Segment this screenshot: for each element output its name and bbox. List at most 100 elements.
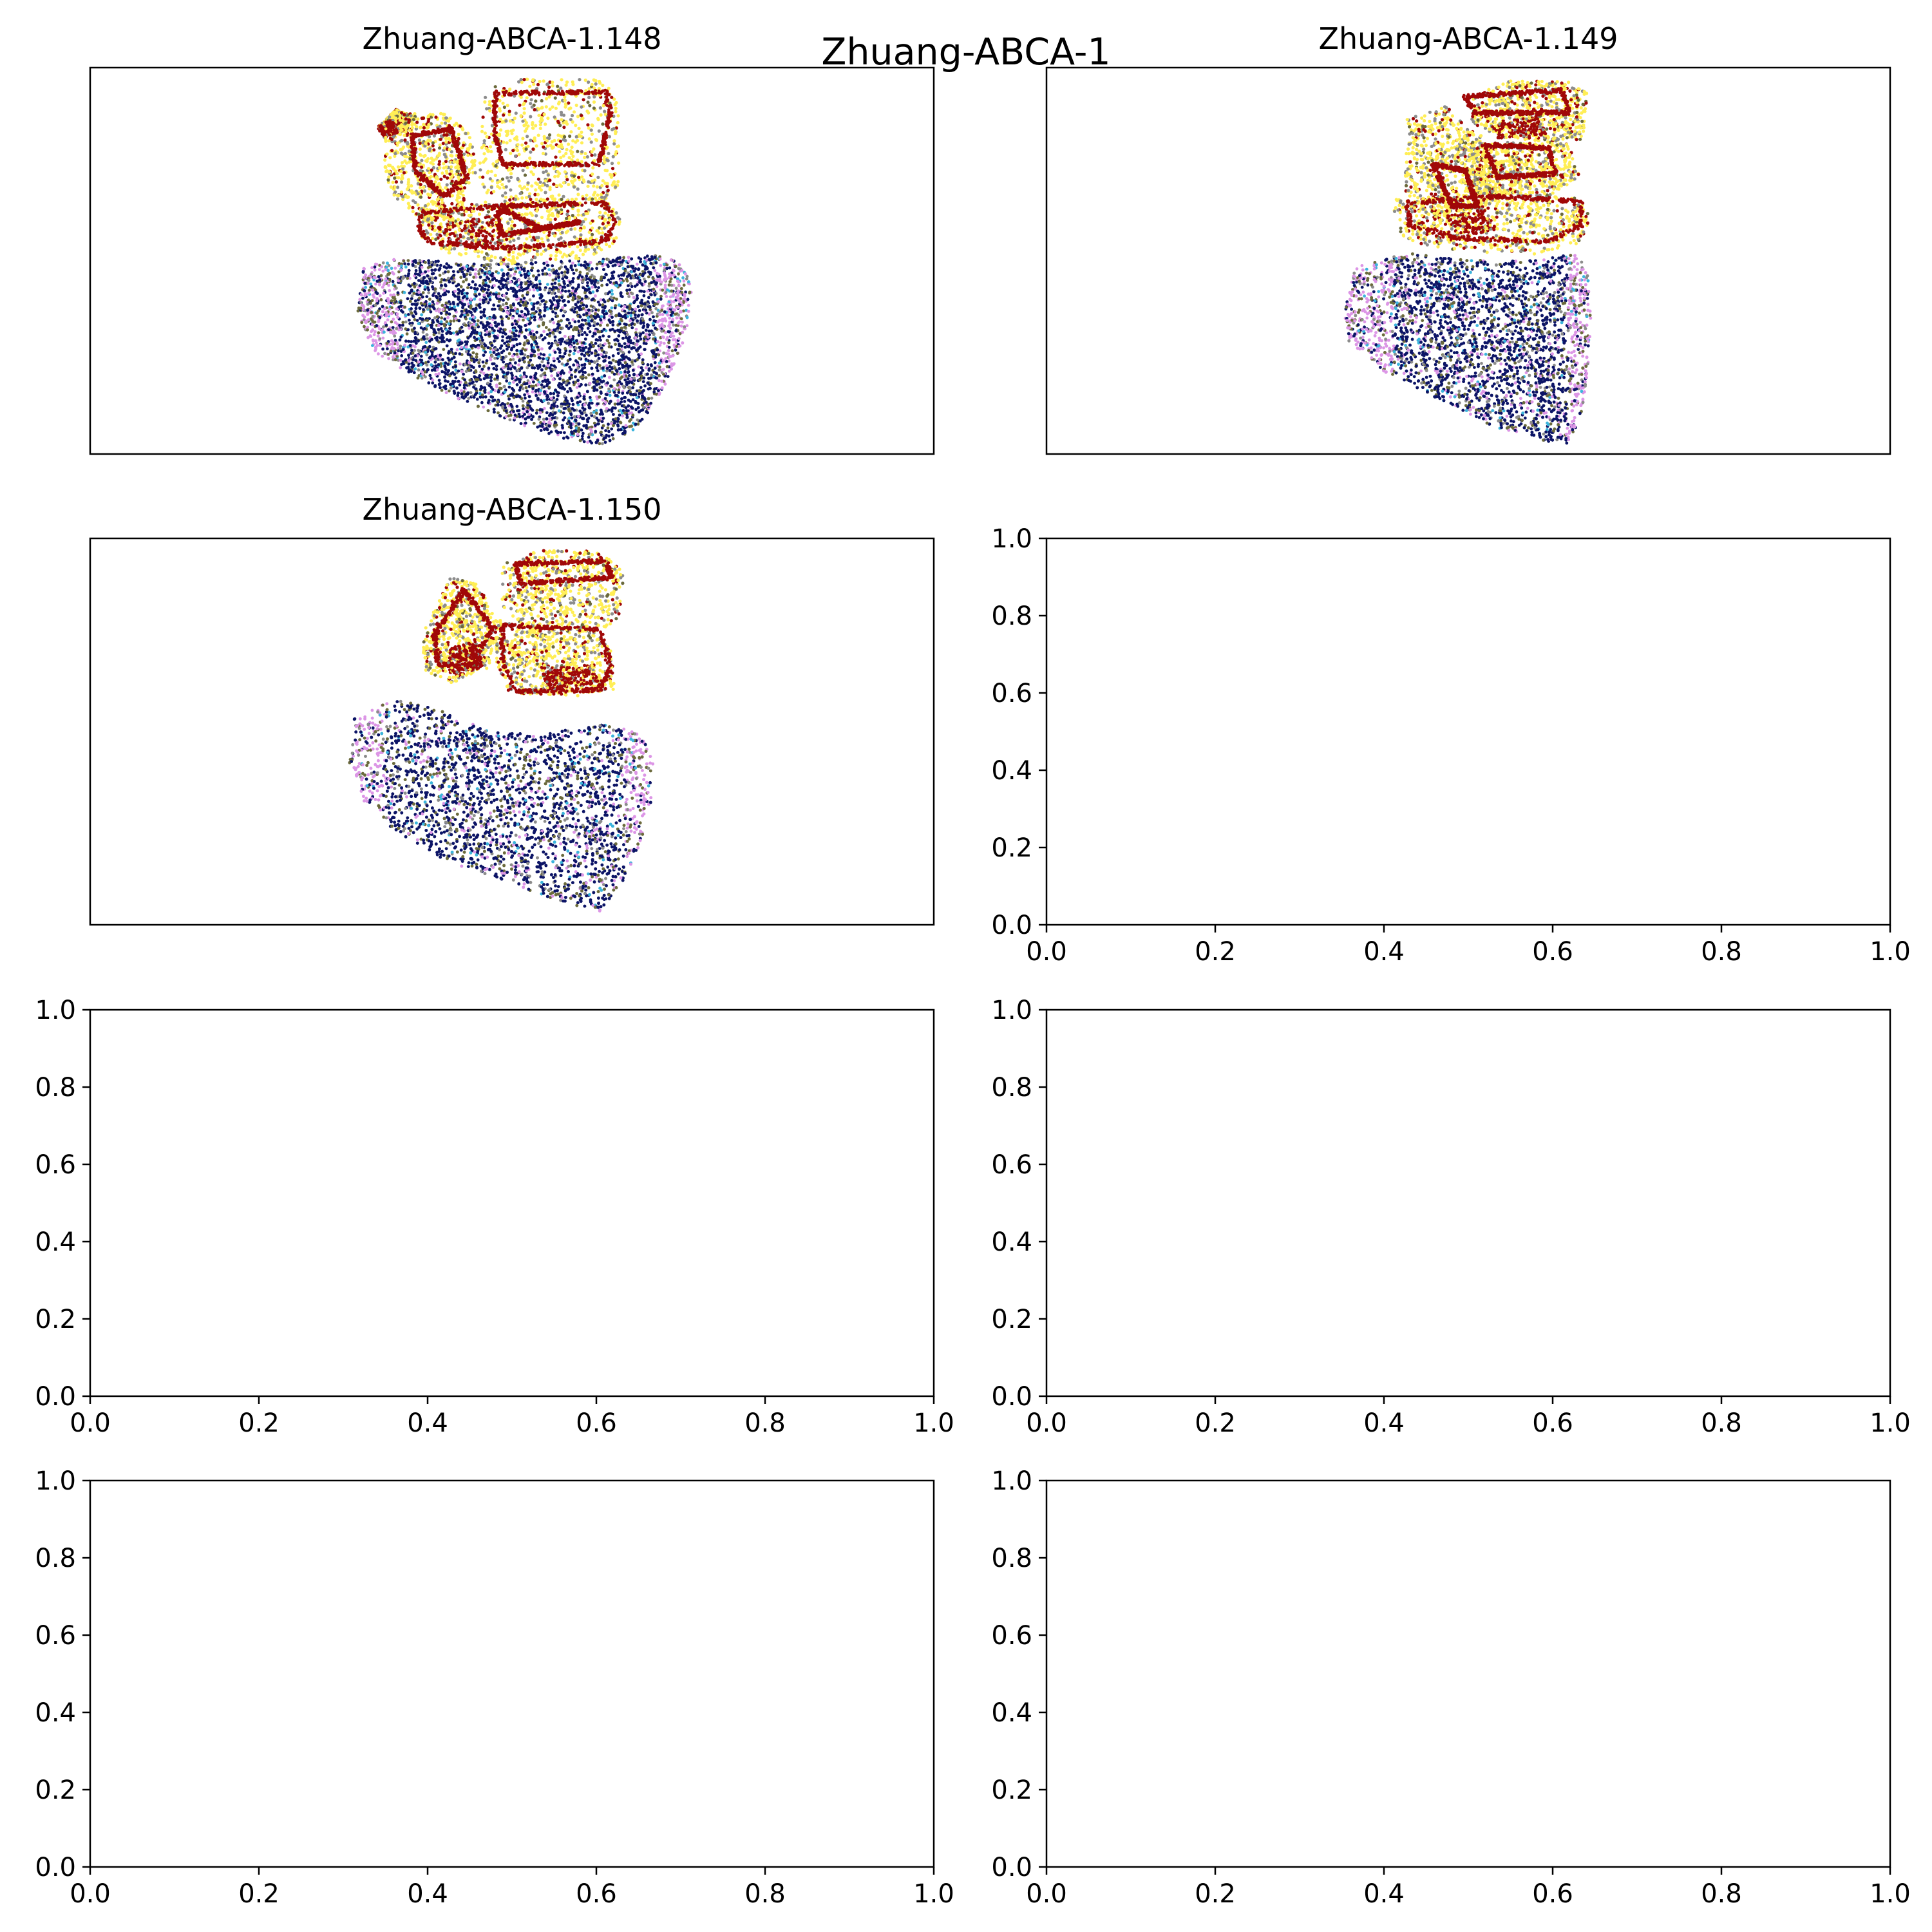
scatter-point bbox=[457, 391, 460, 395]
scatter-point bbox=[387, 357, 390, 361]
scatter-point bbox=[620, 382, 623, 386]
scatter-point bbox=[474, 268, 478, 271]
scatter-point bbox=[660, 308, 664, 312]
scatter-point bbox=[481, 360, 485, 364]
scatter-point bbox=[504, 409, 508, 413]
scatter-point bbox=[598, 261, 602, 265]
scatter-point bbox=[543, 336, 547, 340]
scatter-point bbox=[670, 289, 674, 293]
scatter-point bbox=[663, 310, 667, 314]
scatter-point bbox=[562, 437, 565, 440]
scatter-point bbox=[572, 272, 576, 275]
scatter-point bbox=[386, 269, 390, 272]
scatter-point bbox=[630, 292, 634, 296]
scatter-point bbox=[634, 267, 638, 270]
scatter-point bbox=[469, 345, 473, 348]
scatter-point bbox=[629, 377, 633, 381]
scatter-point bbox=[631, 413, 635, 417]
scatter-point bbox=[504, 415, 508, 419]
scatter-point bbox=[668, 266, 672, 270]
scatter-point bbox=[669, 274, 673, 277]
scatter-point bbox=[464, 345, 468, 349]
scatter-point bbox=[606, 381, 609, 385]
scatter-point bbox=[538, 288, 542, 291]
scatter-point bbox=[574, 408, 578, 412]
scatter-point bbox=[465, 265, 469, 269]
scatter-point bbox=[538, 303, 542, 306]
scatter-point bbox=[639, 289, 643, 293]
scatter-point bbox=[554, 275, 558, 278]
scatter-point bbox=[401, 310, 404, 314]
scatter-point bbox=[471, 351, 475, 355]
scatter-point bbox=[422, 302, 426, 306]
scatter-point bbox=[478, 298, 482, 301]
scatter-point bbox=[558, 330, 562, 334]
scatter-point bbox=[664, 290, 668, 294]
scatter-point bbox=[527, 399, 531, 403]
scatter-point bbox=[590, 279, 593, 283]
scatter-point bbox=[560, 369, 564, 373]
scatter-point bbox=[533, 366, 536, 370]
scatter-point bbox=[620, 404, 624, 408]
scatter-point bbox=[419, 326, 423, 330]
scatter-point bbox=[639, 304, 643, 308]
scatter-point bbox=[460, 290, 464, 293]
scatter-point bbox=[419, 270, 422, 274]
scatter-point bbox=[524, 307, 527, 310]
scatter-point bbox=[575, 363, 579, 367]
scatter-point bbox=[371, 338, 375, 342]
scatter-point bbox=[524, 281, 528, 285]
scatter-point bbox=[547, 268, 551, 272]
scatter-point bbox=[379, 298, 383, 301]
scatter-point bbox=[413, 367, 417, 371]
scatter-point bbox=[598, 442, 601, 446]
scatter-point bbox=[589, 261, 592, 264]
scatter-point bbox=[439, 286, 442, 290]
scatter-point bbox=[446, 270, 450, 274]
scatter-point bbox=[629, 418, 633, 421]
scatter-point bbox=[413, 345, 417, 348]
scatter-point bbox=[480, 341, 484, 345]
scatter-point bbox=[445, 262, 449, 266]
scatter-point bbox=[496, 374, 499, 378]
scatter-point bbox=[439, 263, 442, 267]
scatter-point bbox=[623, 395, 627, 399]
scatter-point bbox=[651, 321, 655, 325]
scatter-point bbox=[577, 263, 581, 267]
scatter-point bbox=[658, 257, 662, 261]
scatter-point bbox=[391, 326, 395, 329]
scatter-point bbox=[439, 280, 442, 284]
scatter-point bbox=[663, 283, 667, 287]
scatter-point bbox=[531, 390, 535, 393]
scatter-point bbox=[506, 272, 510, 275]
scatter-point bbox=[642, 406, 645, 409]
scatter-point bbox=[493, 410, 496, 414]
scatter-point bbox=[363, 289, 366, 292]
scatter-point bbox=[406, 297, 410, 301]
scatter-point bbox=[636, 283, 639, 287]
scatter-point bbox=[497, 411, 500, 415]
scatter-point bbox=[583, 260, 587, 264]
scatter-point bbox=[544, 380, 547, 383]
scatter-point bbox=[526, 290, 529, 294]
scatter-point bbox=[564, 399, 568, 402]
scatter-point bbox=[571, 399, 574, 402]
scatter-point bbox=[627, 311, 630, 315]
scatter-point bbox=[666, 313, 670, 317]
scatter-point bbox=[611, 358, 615, 362]
scatter-point bbox=[492, 292, 495, 296]
scatter-point bbox=[583, 408, 587, 411]
scatter-point bbox=[629, 282, 632, 285]
scatter-point bbox=[482, 298, 485, 302]
scatter-point bbox=[474, 370, 478, 374]
scatter-point bbox=[544, 326, 548, 329]
scatter-point bbox=[428, 305, 431, 308]
scatter-point bbox=[380, 265, 384, 269]
scatter-point bbox=[480, 269, 484, 272]
scatter-point bbox=[576, 395, 579, 399]
scatter-point bbox=[410, 340, 413, 343]
scatter-point bbox=[614, 304, 618, 307]
scatter-point bbox=[420, 359, 424, 362]
scatter-point bbox=[598, 412, 602, 416]
scatter-point bbox=[513, 366, 517, 370]
